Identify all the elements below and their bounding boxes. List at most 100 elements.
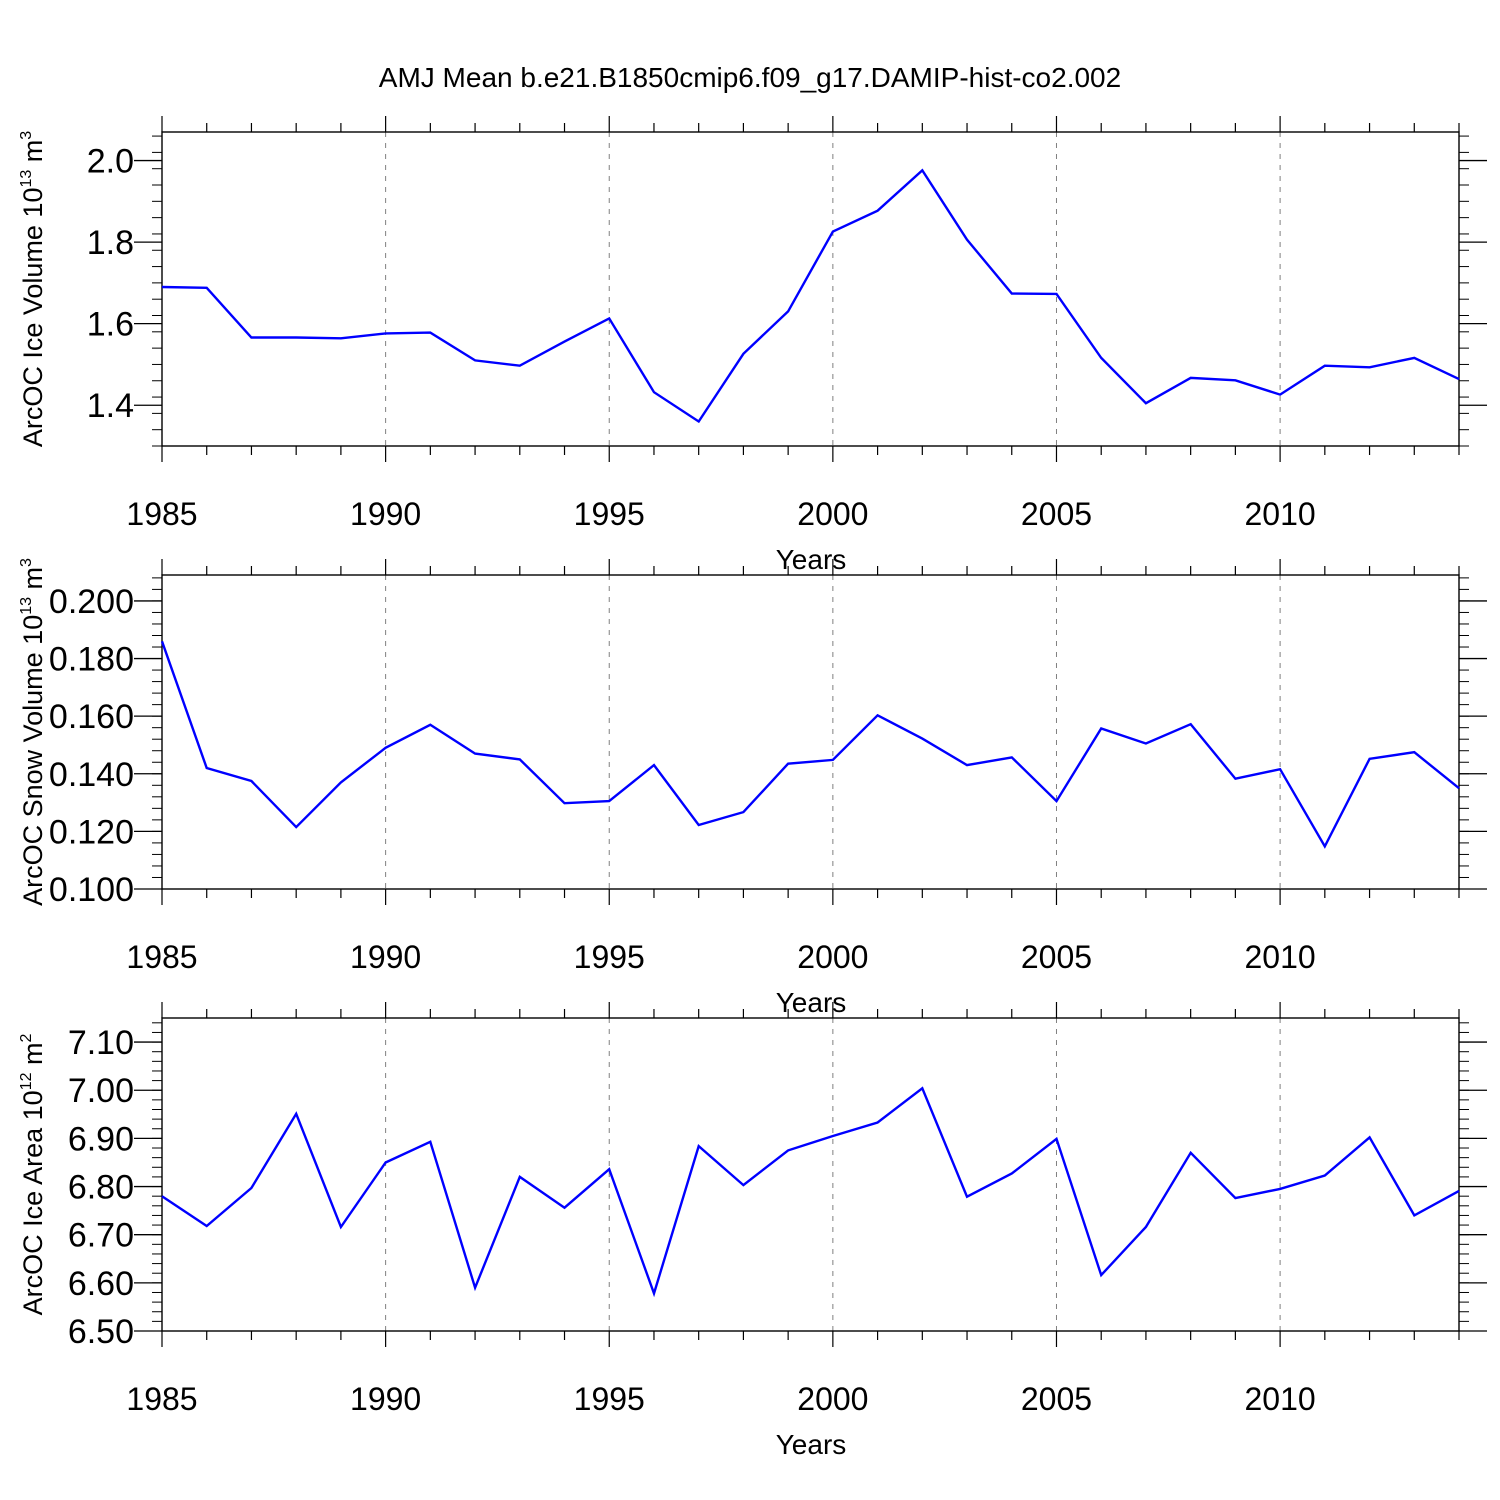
data-point — [1055, 1138, 1057, 1140]
data-point — [1368, 366, 1370, 368]
data-point — [563, 340, 565, 342]
data-point — [1279, 393, 1281, 395]
data-point — [1011, 756, 1013, 758]
data-point — [161, 1195, 163, 1197]
data-point — [206, 1225, 208, 1227]
x-tick-label: 2005 — [1021, 939, 1092, 975]
x-tick-label: 1985 — [126, 1381, 197, 1417]
x-tick-label: 1995 — [574, 1381, 645, 1417]
x-tick-label: 2000 — [797, 939, 868, 975]
data-point — [1100, 357, 1102, 359]
data-point — [876, 714, 878, 716]
x-tick-label: 2010 — [1245, 1381, 1316, 1417]
data-point — [921, 1087, 923, 1089]
y-tick-label: 0.120 — [49, 813, 134, 851]
data-point — [1458, 1190, 1460, 1192]
data-point — [384, 332, 386, 334]
data-point — [966, 1195, 968, 1197]
x-tick-label: 1995 — [574, 496, 645, 532]
data-point — [1145, 1226, 1147, 1228]
y-tick-label: 0.140 — [49, 756, 134, 794]
plot-frame — [161, 1017, 1460, 1332]
data-point — [921, 737, 923, 739]
plot-frame — [161, 131, 1460, 447]
data-point — [1324, 364, 1326, 366]
data-point — [787, 310, 789, 312]
data-point — [1011, 292, 1013, 294]
x-axis-label: Years — [776, 544, 847, 575]
data-point — [563, 1207, 565, 1209]
data-point — [1100, 727, 1102, 729]
data-point — [1189, 1152, 1191, 1154]
data-point — [1413, 751, 1415, 753]
data-point — [384, 1161, 386, 1163]
data-point — [832, 230, 834, 232]
x-axis-label: Years — [776, 987, 847, 1018]
y-tick-label: 6.90 — [68, 1120, 134, 1158]
data-point — [206, 767, 208, 769]
chart-panel-2: 1985 1990 1995 2000 2005 2010 Years 0.100 0.120 0… — [18, 558, 1487, 1018]
data-point — [1413, 357, 1415, 359]
data-point — [519, 1176, 521, 1178]
x-tick-label: 2005 — [1021, 496, 1092, 532]
y-tick-label: 1.8 — [87, 224, 134, 262]
data-point — [1324, 1174, 1326, 1176]
data-point — [474, 752, 476, 754]
data-point — [474, 359, 476, 361]
data-point — [697, 1145, 699, 1147]
data-point — [742, 353, 744, 355]
data-point — [1189, 377, 1191, 379]
data-point — [429, 331, 431, 333]
y-tick-label: 1.4 — [87, 387, 134, 425]
x-tick-label: 2010 — [1245, 939, 1316, 975]
data-point — [608, 800, 610, 802]
data-point — [1413, 1214, 1415, 1216]
data-point — [697, 824, 699, 826]
y-axis-label: ArcOC Ice Area 1012 m2 — [18, 1034, 48, 1316]
data-point — [295, 826, 297, 828]
y-tick-label: 0.200 — [49, 583, 134, 621]
x-axis-label: Years — [776, 1429, 847, 1460]
data-point — [1145, 402, 1147, 404]
data-point — [1055, 800, 1057, 802]
x-tick-label: 2010 — [1245, 496, 1316, 532]
data-point — [474, 1286, 476, 1288]
data-point — [966, 238, 968, 240]
data-point — [206, 287, 208, 289]
data-point — [340, 781, 342, 783]
data-point — [1145, 742, 1147, 744]
data-point — [787, 1149, 789, 1151]
data-point — [876, 210, 878, 212]
data-point — [161, 640, 163, 642]
x-tick-label: 1990 — [350, 939, 421, 975]
chart-panel-3: 1985 1990 1995 2000 2005 2010 Years 6.50 6.60 6.7… — [18, 1002, 1487, 1460]
data-point — [250, 336, 252, 338]
data-point — [966, 764, 968, 766]
data-point — [787, 762, 789, 764]
data-point — [1011, 1172, 1013, 1174]
data-point — [653, 391, 655, 393]
y-tick-label: 0.100 — [49, 871, 134, 909]
chart-panel-1: 1985 1990 1995 2000 2005 2010 Years 1.4 1.6 1.8 2.… — [18, 116, 1487, 575]
data-point — [1234, 777, 1236, 779]
y-tick-label: 0.160 — [49, 698, 134, 736]
y-tick-label: 6.50 — [68, 1313, 134, 1351]
data-point — [742, 811, 744, 813]
x-tick-label: 1990 — [350, 496, 421, 532]
x-tick-label: 1985 — [126, 939, 197, 975]
x-tick-label: 1995 — [574, 939, 645, 975]
data-point — [161, 286, 163, 288]
data-point — [608, 1168, 610, 1170]
data-point — [742, 1184, 744, 1186]
x-tick-label: 1985 — [126, 496, 197, 532]
data-point — [384, 747, 386, 749]
data-point — [653, 1292, 655, 1294]
data-point — [1458, 787, 1460, 789]
data-point — [340, 337, 342, 339]
y-axis-label: ArcOC Snow Volume 1013 m3 — [18, 558, 48, 906]
data-point — [1055, 293, 1057, 295]
data-point — [1234, 379, 1236, 381]
data-point — [519, 364, 521, 366]
data-point — [697, 420, 699, 422]
y-tick-label: 0.180 — [49, 641, 134, 679]
